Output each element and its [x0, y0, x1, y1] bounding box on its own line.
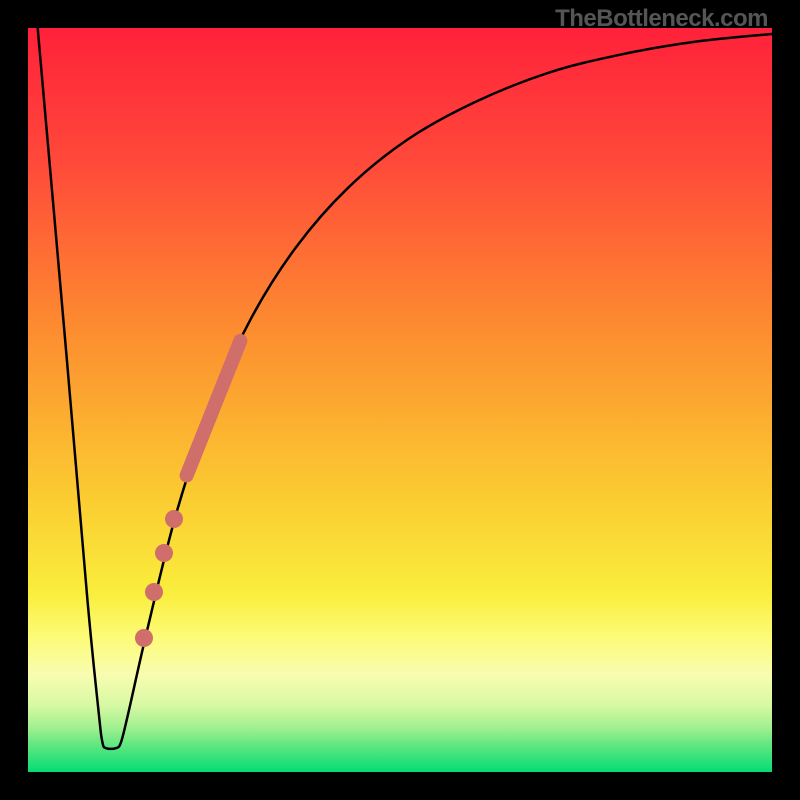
watermark-text: TheBottleneck.com	[555, 5, 768, 33]
frame-border-bottom	[0, 772, 800, 800]
highlight-marker	[155, 544, 173, 562]
plot-area	[28, 28, 772, 772]
bottleneck-curve	[28, 28, 772, 772]
frame-border-left	[0, 0, 28, 800]
highlight-marker	[145, 583, 163, 601]
highlight-marker	[135, 629, 153, 647]
chart-frame: TheBottleneck.com	[0, 0, 800, 800]
highlight-marker	[165, 510, 183, 528]
frame-border-right	[772, 0, 800, 800]
